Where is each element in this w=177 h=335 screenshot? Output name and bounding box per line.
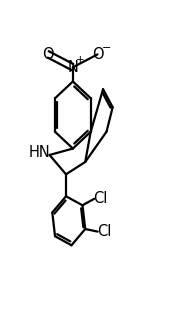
Text: Cl: Cl [93, 191, 108, 206]
Text: Cl: Cl [97, 224, 111, 239]
Text: +: + [76, 55, 85, 65]
Text: HN: HN [28, 145, 50, 160]
Text: −: − [102, 43, 111, 53]
Text: O: O [42, 47, 54, 62]
Text: O: O [92, 47, 103, 62]
Text: N: N [67, 60, 78, 75]
